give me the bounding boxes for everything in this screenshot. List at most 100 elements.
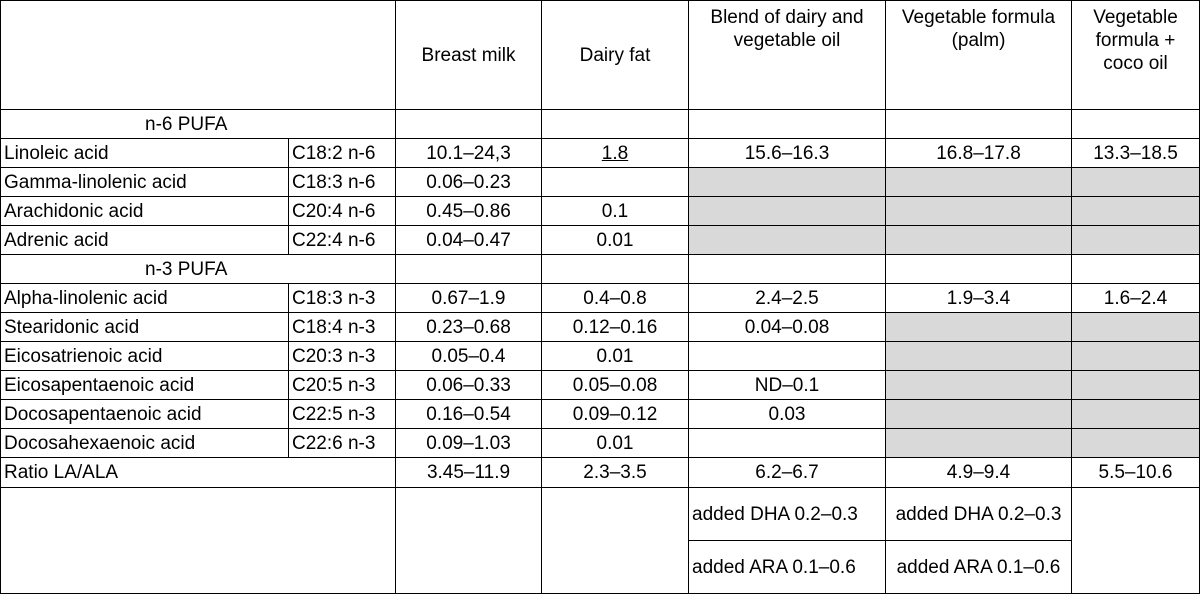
empty-cell	[885, 109, 1072, 139]
breast-milk-value: 0.09–1.03	[395, 428, 542, 458]
section-row-n3: n-3 PUFA	[0, 254, 1200, 284]
shaded-cell	[1071, 196, 1200, 226]
breast-milk-value: 0.45–0.86	[395, 196, 542, 226]
fatty-acid-table: Breast milk Dairy fat Blend of dairy and…	[0, 0, 1200, 594]
header-veg-palm: Vegetable formula (palm)	[885, 0, 1072, 110]
breast-milk-value: 10.1–24,3	[395, 138, 542, 168]
acid-name: Alpha-linolenic acid	[0, 283, 289, 313]
table-row: Docosahexaenoic acid C22:6 n-3 0.09–1.03…	[0, 428, 1200, 458]
breast-milk-value: 0.06–0.33	[395, 370, 542, 400]
acid-code: C20:5 n-3	[288, 370, 396, 400]
empty-cell	[395, 487, 542, 594]
breast-milk-value: 0.06–0.23	[395, 167, 542, 197]
dairy-fat-value: 0.01	[541, 428, 689, 458]
acid-name: Stearidonic acid	[0, 312, 289, 342]
blend-value: 0.04–0.08	[688, 312, 886, 342]
acid-name: Arachidonic acid	[0, 196, 289, 226]
table-row: Alpha-linolenic acid C18:3 n-3 0.67–1.9 …	[0, 283, 1200, 313]
dairy-fat-value	[541, 167, 689, 197]
acid-name: Linoleic acid	[0, 138, 289, 168]
header-row: Breast milk Dairy fat Blend of dairy and…	[0, 0, 1200, 110]
shaded-cell	[885, 370, 1072, 400]
acid-code: C18:4 n-3	[288, 312, 396, 342]
acid-code: C18:3 n-6	[288, 167, 396, 197]
palm-added-ara: added ARA 0.1–0.6	[885, 540, 1072, 594]
empty-cell	[395, 109, 542, 139]
empty-cell	[395, 254, 542, 284]
veg-coco-value: 13.3–18.5	[1071, 138, 1200, 168]
shaded-cell	[1071, 399, 1200, 429]
blend-value: ND–0.1	[688, 370, 886, 400]
dairy-fat-value: 2.3–3.5	[541, 457, 689, 488]
shaded-cell	[688, 225, 886, 255]
blend-value: 2.4–2.5	[688, 283, 886, 313]
ratio-row: Ratio LA/ALA 3.45–11.9 2.3–3.5 6.2–6.7 4…	[0, 457, 1200, 488]
acid-name: Eicosatrienoic acid	[0, 341, 289, 371]
blend-value: 15.6–16.3	[688, 138, 886, 168]
acid-code: C18:2 n-6	[288, 138, 396, 168]
acid-code: C20:4 n-6	[288, 196, 396, 226]
empty-cell	[1071, 487, 1200, 594]
dairy-fat-value: 0.05–0.08	[541, 370, 689, 400]
dairy-fat-value: 0.1	[541, 196, 689, 226]
section-row-n6: n-6 PUFA	[0, 109, 1200, 139]
shaded-cell	[1071, 370, 1200, 400]
shaded-cell	[1071, 167, 1200, 197]
shaded-cell	[1071, 225, 1200, 255]
empty-cell	[1071, 254, 1200, 284]
empty-cell	[0, 487, 396, 594]
shaded-cell	[1071, 428, 1200, 458]
dairy-fat-value: 0.12–0.16	[541, 312, 689, 342]
shaded-cell	[885, 341, 1072, 371]
acid-name: Docosapentaenoic acid	[0, 399, 289, 429]
blend-value: 0.03	[688, 399, 886, 429]
header-breast-milk: Breast milk	[395, 0, 542, 110]
shaded-cell	[1071, 312, 1200, 342]
shaded-cell	[688, 196, 886, 226]
veg-palm-value: 4.9–9.4	[885, 457, 1072, 488]
palm-added-dha: added DHA 0.2–0.3	[885, 487, 1072, 541]
table-row: Gamma-linolenic acid C18:3 n-6 0.06–0.23	[0, 167, 1200, 197]
header-veg-coco: Vegetable formula + coco oil	[1071, 0, 1200, 110]
breast-milk-value: 0.67–1.9	[395, 283, 542, 313]
footnote-row-dha: added DHA 0.2–0.3 added DHA 0.2–0.3	[0, 487, 1200, 594]
veg-coco-value: 1.6–2.4	[1071, 283, 1200, 313]
empty-cell	[688, 109, 886, 139]
acid-name: Gamma-linolenic acid	[0, 167, 289, 197]
table-row: Arachidonic acid C20:4 n-6 0.45–0.86 0.1	[0, 196, 1200, 226]
table-row: Linoleic acid C18:2 n-6 10.1–24,3 1.8 15…	[0, 138, 1200, 168]
breast-milk-value: 3.45–11.9	[395, 457, 542, 488]
breast-milk-value: 0.05–0.4	[395, 341, 542, 371]
breast-milk-value: 0.16–0.54	[395, 399, 542, 429]
shaded-cell	[885, 399, 1072, 429]
acid-code: C20:3 n-3	[288, 341, 396, 371]
dairy-fat-value: 0.01	[541, 341, 689, 371]
acid-code: C22:6 n-3	[288, 428, 396, 458]
table-row: Adrenic acid C22:4 n-6 0.04–0.47 0.01	[0, 225, 1200, 255]
shaded-cell	[885, 428, 1072, 458]
acid-name: Docosahexaenoic acid	[0, 428, 289, 458]
shaded-cell	[1071, 341, 1200, 371]
shaded-cell	[688, 167, 886, 197]
blend-value	[688, 341, 886, 371]
dairy-fat-value-cell: 1.8	[541, 138, 689, 168]
section-label-n3: n-3 PUFA	[0, 254, 396, 284]
blend-added-ara: added ARA 0.1–0.6	[688, 540, 886, 594]
blend-value	[688, 428, 886, 458]
acid-name: Adrenic acid	[0, 225, 289, 255]
empty-cell	[541, 109, 689, 139]
dairy-fat-value: 0.01	[541, 225, 689, 255]
breast-milk-value: 0.23–0.68	[395, 312, 542, 342]
empty-cell	[885, 254, 1072, 284]
acid-code: C22:5 n-3	[288, 399, 396, 429]
dairy-fat-value: 0.09–0.12	[541, 399, 689, 429]
table-row: Eicosapentaenoic acid C20:5 n-3 0.06–0.3…	[0, 370, 1200, 400]
header-blend: Blend of dairy and vegetable oil	[688, 0, 886, 110]
shaded-cell	[885, 225, 1072, 255]
breast-milk-value: 0.04–0.47	[395, 225, 542, 255]
header-dairy-fat: Dairy fat	[541, 0, 689, 110]
acid-code: C18:3 n-3	[288, 283, 396, 313]
section-label-n6: n-6 PUFA	[0, 109, 396, 139]
table-row: Eicosatrienoic acid C20:3 n-3 0.05–0.4 0…	[0, 341, 1200, 371]
ratio-label: Ratio LA/ALA	[0, 457, 396, 488]
